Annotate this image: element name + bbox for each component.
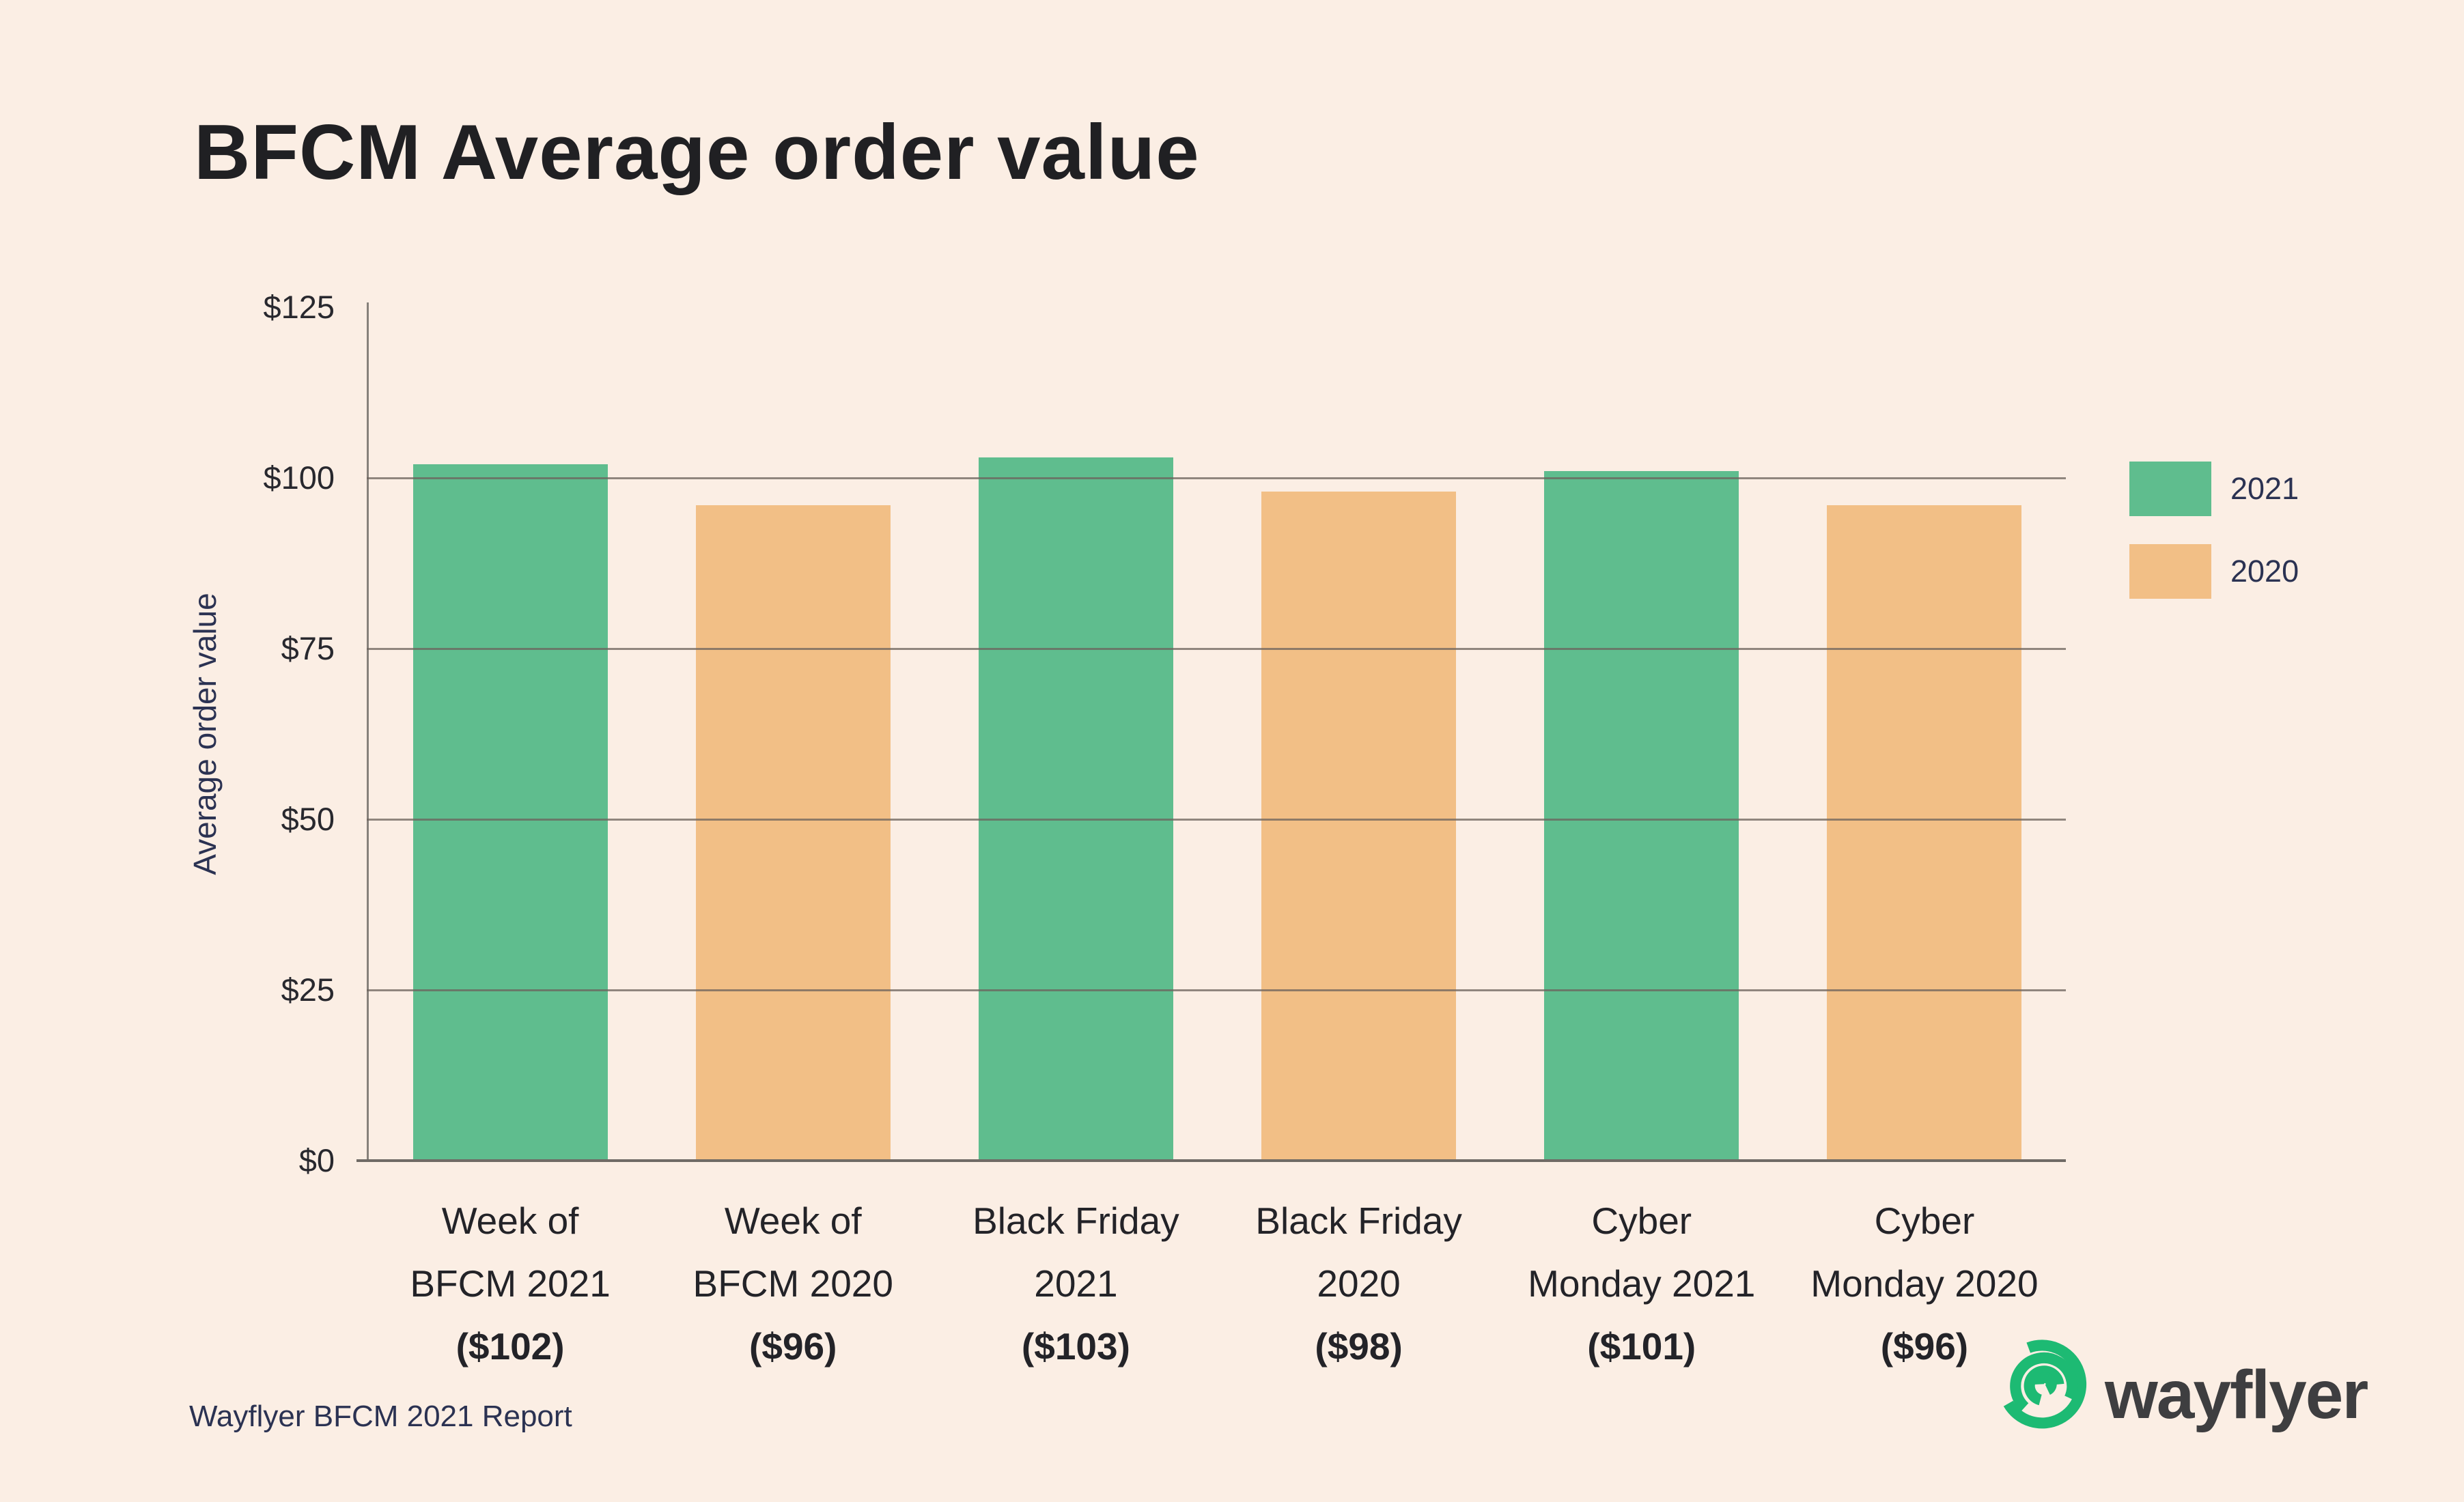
footer-source-text: Wayflyer BFCM 2021 Report	[189, 1400, 572, 1433]
gridline-25	[367, 989, 2066, 991]
y-tick-label: $50	[281, 801, 335, 837]
y-tick-label: $75	[281, 630, 335, 666]
x-axis-line	[356, 1159, 2066, 1162]
category-label: Black Friday 2020 ($98)	[1255, 1200, 1462, 1368]
bar-2020-1	[695, 505, 891, 1161]
bar-2020-5	[1827, 505, 2022, 1161]
bar-2021-4	[1544, 471, 1739, 1161]
legend-label-2020: 2020	[2230, 554, 2299, 589]
page-title: BFCM Average order value	[194, 109, 1200, 196]
wayflyer-logo	[1998, 1340, 2090, 1431]
legend-swatch-2021	[2129, 462, 2211, 516]
wayflyer-wordmark: wayflyer	[2105, 1357, 2368, 1433]
legend-label-2021: 2021	[2230, 471, 2299, 506]
bar-2021-0	[412, 464, 608, 1161]
gridline-75	[367, 648, 2066, 650]
y-tick-label: $0	[298, 1142, 335, 1178]
category-label: Black Friday 2021 ($103)	[972, 1200, 1179, 1368]
wayflyer-swirl-icon	[2003, 1340, 2087, 1429]
category-label: Week of BFCM 2020 ($96)	[692, 1200, 893, 1368]
gridline-50	[367, 819, 2066, 821]
category-label: Week of BFCM 2021 ($102)	[410, 1200, 611, 1368]
bar-2020-3	[1261, 492, 1457, 1161]
gridline-100	[367, 477, 2066, 479]
y-tick-label: $125	[263, 289, 335, 325]
y-tick-label: $100	[263, 459, 335, 496]
category-label: Cyber Monday 2020 ($96)	[1810, 1200, 2039, 1368]
y-axis-line	[367, 302, 369, 1161]
legend-swatch-2020	[2129, 544, 2211, 599]
y-tick-label: $25	[281, 972, 335, 1008]
bar-2021-2	[978, 457, 1173, 1161]
category-label: Cyber Monday 2021 ($101)	[1528, 1200, 1756, 1368]
